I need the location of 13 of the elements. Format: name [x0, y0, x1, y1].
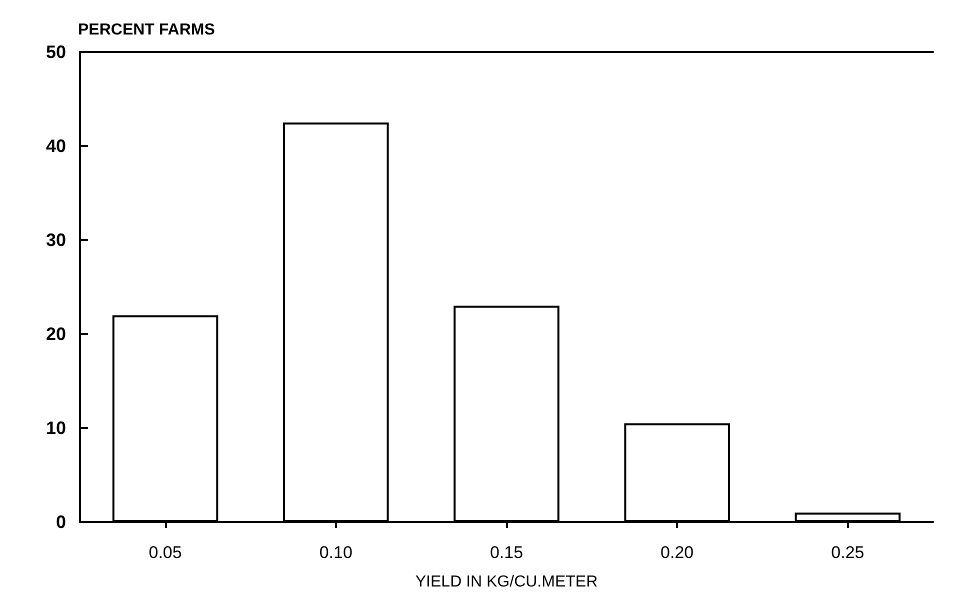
x-tick-label: 0.05: [148, 543, 182, 562]
x-tick-label: 0.10: [319, 543, 352, 562]
x-tick-label: 0.25: [831, 543, 864, 562]
y-tick-label: 0: [56, 512, 66, 532]
y-axis-title: PERCENT FARMS: [78, 22, 216, 38]
y-tick-label: 20: [46, 324, 66, 344]
y-tick-label: 10: [46, 418, 66, 438]
x-axis-title: YIELD IN KG/CU.METER: [415, 574, 598, 590]
x-tick-label: 0.15: [490, 543, 524, 562]
y-tick-label: 50: [46, 42, 66, 62]
y-tick-label: 30: [46, 230, 66, 250]
x-tick-label: 0.20: [660, 543, 694, 562]
y-tick-label: 40: [46, 136, 66, 156]
